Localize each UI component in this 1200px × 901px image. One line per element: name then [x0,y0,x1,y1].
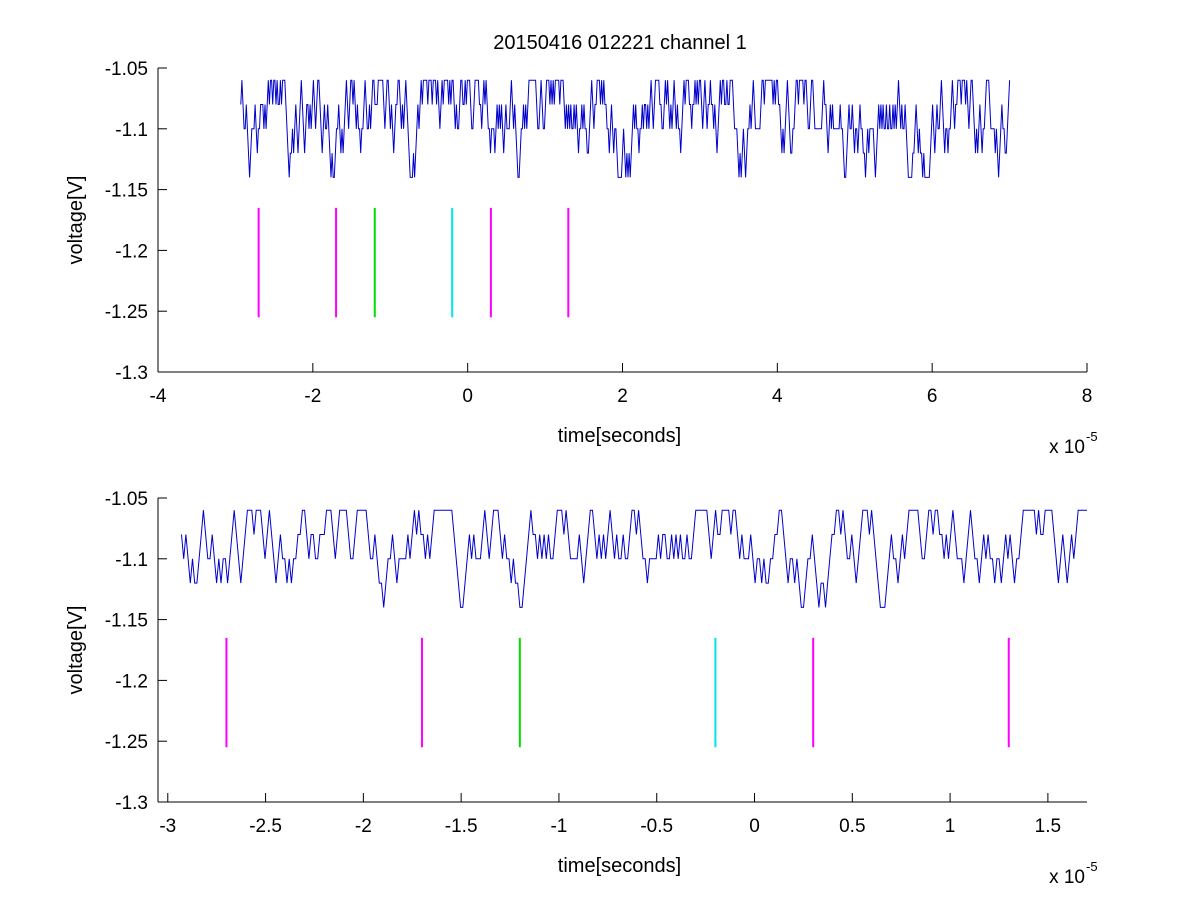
x-tick-label: -3 [159,816,176,837]
x-exponent-label: x 10 [1049,437,1085,458]
top-axes: -4 -2 0 2 4 6 8 -1.3 -1.25 -1.2 -1.15 -1.1 -1.05 time… [65,59,1098,458]
y-tick-label: -1.25 [105,732,148,753]
x-tick-label: 0 [749,816,760,837]
y-tick-label: -1.15 [105,611,148,632]
x-tick-label: 8 [1082,386,1093,407]
y-tick-label: -1.05 [105,489,148,510]
x-tick-label: -2.5 [249,816,282,837]
x-axis-label: time[seconds] [558,425,681,447]
figure-title: 20150416 012221 channel 1 [493,32,747,54]
x-tick-label: 6 [927,386,938,407]
x-tick-label: 1 [945,816,956,837]
x-tick-label: 2 [617,386,628,407]
x-axis-label: time[seconds] [558,855,681,877]
x-exponent-superscript: -5 [1086,859,1098,874]
voltage-trace [240,79,1011,178]
x-tick-label: -0.5 [640,816,673,837]
x-tick-label: -4 [150,386,167,407]
x-tick-label: 4 [772,386,783,407]
y-tick-label: -1.3 [115,363,148,384]
x-exponent-superscript: -5 [1086,429,1098,444]
y-tick-label: -1.1 [115,550,148,571]
x-tick-label: -2 [355,816,372,837]
y-tick-label: -1.15 [105,181,148,202]
x-exponent-label: x 10 [1049,867,1085,888]
bottom-axes: -3 -2.5 -2 -1.5 -1 -0.5 0 0.5 1 1.5 -1.3 -1.25 -1.2 -… [65,489,1098,888]
x-tick-label: -1 [550,816,567,837]
x-tick-label: 0.5 [839,816,865,837]
y-tick-label: -1.1 [115,120,148,141]
y-tick-label: -1.2 [115,671,148,692]
y-tick-label: -1.3 [115,793,148,814]
x-tick-label: 0 [462,386,473,407]
x-tick-label: -1.5 [445,816,478,837]
y-tick-label: -1.2 [115,241,148,262]
y-axis-label: voltage[V] [65,606,87,695]
x-tick-label: 1.5 [1035,816,1061,837]
voltage-trace [181,509,1087,608]
x-tick-label: -2 [304,386,321,407]
y-tick-label: -1.25 [105,302,148,323]
y-tick-label: -1.05 [105,59,148,80]
y-axis-label: voltage[V] [65,176,87,265]
